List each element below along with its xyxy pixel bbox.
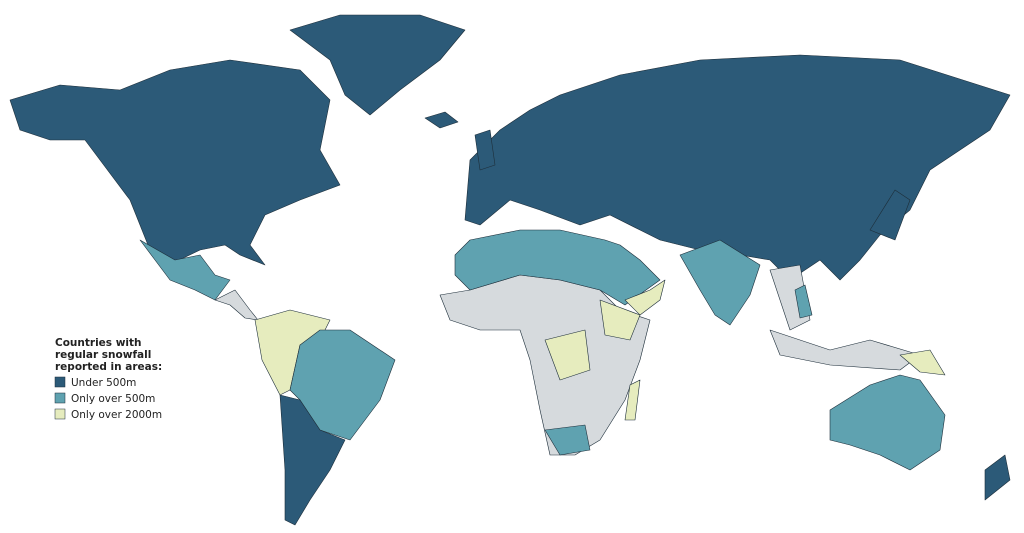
legend-label: Only over 500m xyxy=(71,393,155,405)
legend-swatch xyxy=(54,408,66,420)
region xyxy=(9,59,341,266)
region xyxy=(214,289,259,321)
region xyxy=(899,349,946,376)
region xyxy=(869,189,911,241)
region xyxy=(474,129,496,171)
region xyxy=(439,274,651,456)
legend-label: Under 500m xyxy=(71,377,136,389)
region xyxy=(599,299,641,341)
region xyxy=(544,424,591,456)
region xyxy=(279,394,346,526)
region xyxy=(424,111,459,129)
region xyxy=(794,284,813,319)
region xyxy=(624,379,641,421)
countries xyxy=(9,14,1011,526)
region xyxy=(984,454,1011,501)
region xyxy=(544,329,591,381)
region xyxy=(289,14,466,116)
legend-title: regular snowfall xyxy=(55,349,151,361)
legend-label: Only over 2000m xyxy=(71,409,162,421)
region xyxy=(139,239,231,301)
region xyxy=(454,229,661,306)
region xyxy=(829,374,946,471)
region xyxy=(289,329,396,441)
legend-title: reported in areas: xyxy=(55,361,162,373)
legend-swatch xyxy=(54,392,66,404)
region xyxy=(624,279,666,316)
region xyxy=(679,239,761,326)
legend-swatch xyxy=(54,376,66,388)
legend-title: Countries with xyxy=(55,337,142,349)
region xyxy=(769,329,921,371)
